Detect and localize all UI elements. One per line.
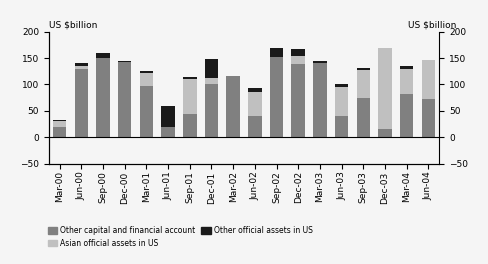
Bar: [400, 69, 413, 94]
Legend: Other capital and financial account, Asian official assets in US, Other official: Other capital and financial account, Asi…: [45, 223, 316, 251]
Bar: [53, 120, 66, 121]
Bar: [53, 127, 66, 137]
Bar: [226, 76, 240, 137]
Bar: [291, 64, 305, 137]
Bar: [140, 71, 153, 73]
Bar: [357, 98, 370, 137]
Bar: [183, 79, 197, 114]
Bar: [205, 84, 218, 137]
Bar: [205, 59, 218, 78]
Text: US $billion: US $billion: [49, 20, 97, 29]
Bar: [248, 116, 262, 137]
Bar: [140, 73, 153, 86]
Bar: [422, 99, 435, 137]
Bar: [313, 63, 326, 137]
Bar: [400, 66, 413, 69]
Bar: [140, 86, 153, 137]
Bar: [378, 129, 392, 137]
Bar: [248, 88, 262, 92]
Bar: [313, 61, 326, 63]
Bar: [335, 84, 348, 87]
Bar: [248, 92, 262, 116]
Bar: [335, 116, 348, 137]
Bar: [422, 60, 435, 99]
Bar: [400, 94, 413, 137]
Bar: [270, 57, 283, 137]
Bar: [357, 68, 370, 70]
Bar: [75, 66, 88, 69]
Bar: [118, 61, 131, 62]
Bar: [75, 63, 88, 66]
Bar: [205, 78, 218, 84]
Bar: [183, 77, 197, 79]
Bar: [335, 87, 348, 116]
Bar: [162, 112, 175, 127]
Bar: [75, 69, 88, 137]
Bar: [378, 48, 392, 129]
Bar: [53, 121, 66, 127]
Bar: [162, 106, 175, 127]
Bar: [118, 62, 131, 137]
Text: US $billion: US $billion: [408, 20, 457, 29]
Bar: [270, 48, 283, 57]
Bar: [183, 114, 197, 137]
Bar: [162, 112, 175, 137]
Bar: [96, 58, 110, 137]
Bar: [96, 53, 110, 58]
Bar: [357, 70, 370, 98]
Bar: [291, 49, 305, 56]
Bar: [291, 56, 305, 64]
